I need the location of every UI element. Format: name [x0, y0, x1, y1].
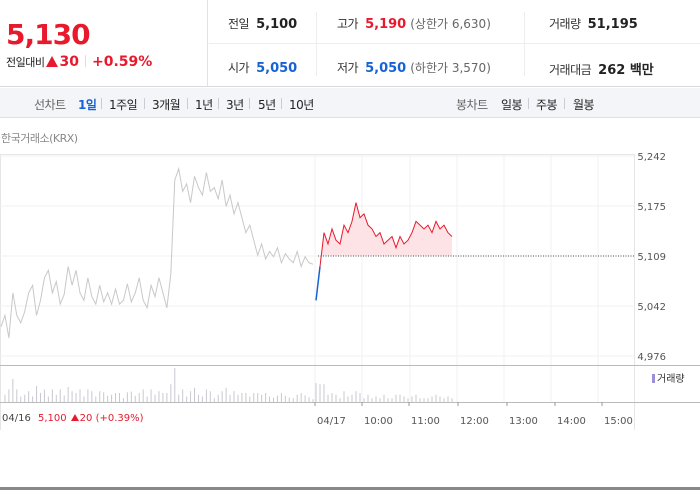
- candle-chart-label: 봉차트: [456, 98, 488, 112]
- stat-volume: 거래량 51,195: [549, 15, 638, 32]
- y-tick-label: 5,109: [637, 252, 666, 263]
- divider: [528, 98, 529, 109]
- today-down-segment: [315, 266, 321, 301]
- divider: [84, 55, 86, 67]
- today-series: [315, 202, 453, 301]
- change-line: 전일대비 30 +0.59%: [6, 54, 152, 70]
- change-percent: +0.59%: [91, 54, 153, 70]
- divider: [144, 98, 145, 109]
- prev-close: 5,100: [38, 413, 67, 424]
- stat-value: 5,050: [365, 61, 407, 76]
- period-1y[interactable]: 1년: [195, 98, 213, 112]
- plot-frame: [0, 154, 635, 430]
- candle-monthly[interactable]: 월봉: [573, 98, 595, 112]
- stat-value: 262 백만: [598, 63, 654, 78]
- divider: [281, 98, 282, 109]
- stat-label: 거래대금: [549, 63, 592, 77]
- divider: [101, 98, 102, 109]
- stat-label: 전일: [228, 17, 250, 31]
- stat-label: 고가: [337, 17, 359, 31]
- lower-limit: (하한가 3,570): [410, 61, 491, 75]
- divider: [209, 43, 700, 44]
- today-up-line: [319, 202, 453, 267]
- x-tick-label: 14:00: [557, 416, 586, 427]
- up-triangle-icon: [70, 414, 79, 421]
- divider: [218, 98, 219, 109]
- price-box: 5,130 전일대비 30 +0.59%: [0, 0, 208, 87]
- price-chart: 5,242 5,175 5,109 5,042 4,976 04/17 10:00 11:0…: [0, 152, 700, 430]
- data-source: 한국거래소(KRX): [1, 132, 78, 145]
- volume-bars: [4, 368, 453, 402]
- stat-amount: 거래대금 262 백만: [549, 59, 654, 78]
- prev-day-line: [0, 166, 314, 339]
- y-axis-labels: 5,242 5,175 5,109 5,042 4,976: [637, 152, 666, 363]
- volume-swatch: [652, 374, 655, 383]
- stat-open: 시가 5,050: [228, 59, 297, 76]
- x-tick-label: 15:00: [604, 416, 633, 427]
- stat-value: 51,195: [587, 17, 638, 32]
- stat-label: 거래량: [549, 17, 581, 31]
- stats-grid: 전일 5,100 시가 5,050 고가 5,190 (상한가 6,630) 저가 5,0…: [209, 0, 700, 87]
- y-tick-label: 5,042: [637, 302, 666, 313]
- period-1w[interactable]: 1주일: [109, 98, 138, 112]
- stat-high: 고가 5,190 (상한가 6,630): [337, 15, 491, 32]
- stat-low: 저가 5,050 (하한가 3,570): [337, 59, 491, 76]
- quote-header: 5,130 전일대비 30 +0.59% 전일 5,100 시가 5,050 고가 5,1…: [0, 0, 700, 87]
- period-1d[interactable]: 1일: [78, 98, 97, 112]
- period-3y[interactable]: 3년: [226, 98, 244, 112]
- upper-limit: (상한가 6,630): [410, 17, 491, 31]
- x-tick-label: 04/17: [317, 416, 346, 427]
- stat-value: 5,050: [256, 61, 298, 76]
- divider: [524, 12, 525, 76]
- period-5y[interactable]: 5년: [258, 98, 276, 112]
- today-area-fill: [320, 202, 452, 267]
- prev-change: 20: [79, 413, 93, 424]
- stat-value: 5,100: [256, 17, 298, 32]
- change-label: 전일대비: [6, 56, 45, 69]
- x-tick-label: 11:00: [411, 416, 440, 427]
- x-axis-labels: 04/17 10:00 11:00 12:00 13:00 14:00 15:00: [314, 402, 633, 427]
- stat-label: 저가: [337, 61, 359, 75]
- divider: [187, 98, 188, 109]
- candle-weekly[interactable]: 주봉: [536, 98, 558, 112]
- bottom-border: [0, 487, 700, 490]
- prev-date: 04/16: [2, 413, 31, 424]
- prev-day-series: [0, 166, 314, 339]
- line-chart-label: 선차트: [34, 98, 66, 112]
- grid: [0, 155, 634, 402]
- change-value: 30: [59, 54, 79, 70]
- prev-change-pct: (+0.39%): [95, 413, 144, 424]
- x-tick-label: 12:00: [460, 416, 489, 427]
- volume-legend: 거래량: [652, 370, 685, 385]
- prev-day-info: 04/16 5,100 20 (+0.39%): [2, 413, 144, 424]
- candle-daily[interactable]: 일봉: [501, 98, 523, 112]
- x-tick-label: 10:00: [364, 416, 393, 427]
- divider: [564, 98, 565, 109]
- volume-legend-label: 거래량: [657, 374, 685, 385]
- stat-value: 5,190: [365, 17, 407, 32]
- y-tick-label: 5,242: [637, 152, 666, 163]
- up-triangle-icon: [46, 56, 59, 67]
- y-tick-label: 4,976: [637, 352, 666, 363]
- y-tick-label: 5,175: [637, 202, 666, 213]
- period-10y[interactable]: 10년: [289, 98, 314, 112]
- x-tick-label: 13:00: [509, 416, 538, 427]
- stat-prev-close: 전일 5,100: [228, 15, 297, 32]
- divider: [316, 12, 317, 76]
- stat-label: 시가: [228, 61, 250, 75]
- period-3m[interactable]: 3개월: [152, 98, 181, 112]
- current-price: 5,130: [6, 18, 91, 51]
- chart-toolbar: 선차트 1일 1주일 3개월 1년 3년 5년 10년 봉차트 일봉 주봉 월봉: [0, 88, 700, 118]
- divider: [249, 98, 250, 109]
